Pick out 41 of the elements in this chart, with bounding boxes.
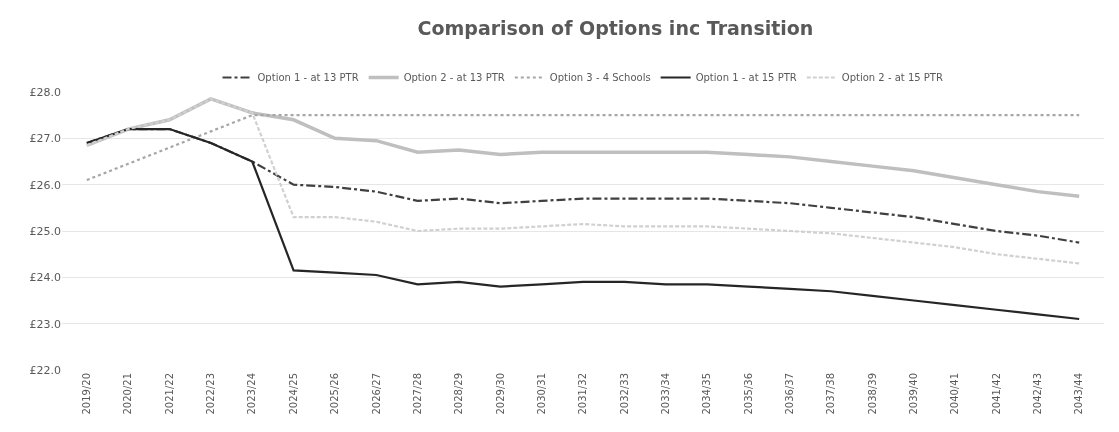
x-tick-label: 2034/35	[701, 373, 713, 415]
x-tick-label: 2028/29	[453, 373, 465, 415]
legend-label: Option 2 - at 15 PTR	[841, 72, 943, 84]
x-tick-label: 2033/34	[659, 373, 671, 415]
legend-label: Option 2 - at 13 PTR	[403, 72, 505, 84]
x-tick-label: 2039/40	[908, 373, 920, 415]
y-tick-label: £25.0	[29, 224, 61, 238]
legend-label: Option 1 - at 15 PTR	[695, 72, 797, 84]
x-tick-label: 2038/39	[866, 373, 878, 415]
x-tick-label: 2037/38	[825, 373, 837, 415]
line-series	[85, 127, 1081, 321]
x-tick-label: 2040/41	[949, 373, 961, 415]
x-tick-label: 2022/23	[205, 373, 217, 415]
y-tick-label: £26.0	[29, 178, 61, 192]
y-tick-label: £27.0	[29, 132, 61, 146]
x-tick-label: 2043/44	[1073, 373, 1085, 415]
x-tick-label: 2042/43	[1032, 373, 1044, 415]
x-tick-label: 2024/25	[287, 373, 299, 415]
line-series	[85, 114, 1081, 182]
x-tick-label: 2031/32	[577, 373, 589, 415]
y-tick-label: £28.0	[29, 85, 61, 99]
legend-label: Option 3 - 4 Schools	[549, 72, 651, 84]
x-tick-label: 2025/26	[329, 373, 341, 415]
x-tick-label: 2032/33	[618, 373, 630, 415]
x-tick-label: 2021/22	[163, 373, 175, 415]
chart-title: Comparison of Options inc Transition	[417, 16, 814, 39]
x-tick-label: 2026/27	[370, 373, 382, 415]
x-tick-label: 2029/30	[494, 373, 506, 415]
x-tick-label: 2023/24	[246, 373, 258, 415]
legend-label: Option 1 - at 13 PTR	[257, 72, 359, 84]
y-tick-label: £22.0	[29, 363, 61, 377]
y-tick-label: £24.0	[29, 271, 61, 285]
x-tick-label: 2019/20	[81, 373, 93, 415]
x-tick-label: 2036/37	[784, 373, 795, 415]
x-tick-label: 2030/31	[535, 373, 547, 415]
x-tick-label: 2020/21	[122, 373, 134, 415]
line-series	[85, 97, 1081, 265]
x-tick-label: 2035/36	[742, 373, 754, 415]
x-tick-label: 2027/28	[411, 373, 423, 415]
x-tick-label: 2041/42	[990, 373, 1002, 415]
y-tick-label: £23.0	[29, 317, 61, 331]
